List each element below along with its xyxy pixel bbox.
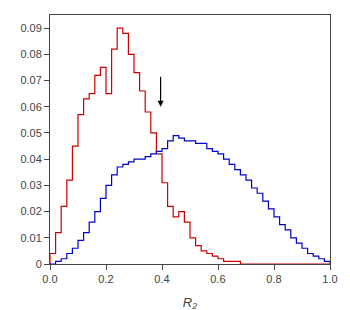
svg-text:0.06: 0.06: [20, 101, 41, 113]
svg-text:0.05: 0.05: [20, 127, 41, 139]
svg-text:0.02: 0.02: [20, 205, 41, 217]
svg-text:0: 0: [36, 258, 42, 270]
svg-text:0.0: 0.0: [42, 273, 57, 285]
svg-text:0.8: 0.8: [266, 273, 281, 285]
svg-text:0.04: 0.04: [20, 153, 41, 165]
svg-text:0.08: 0.08: [20, 48, 41, 60]
svg-text:0.07: 0.07: [20, 74, 41, 86]
svg-text:R₂: R₂: [183, 295, 197, 310]
svg-text:0.6: 0.6: [210, 273, 225, 285]
svg-text:0.09: 0.09: [20, 22, 41, 34]
svg-text:0.4: 0.4: [154, 273, 169, 285]
svg-text:0.03: 0.03: [20, 179, 41, 191]
svg-text:0.2: 0.2: [98, 273, 113, 285]
svg-text:1.0: 1.0: [322, 273, 337, 285]
svg-text:0.01: 0.01: [20, 232, 41, 244]
